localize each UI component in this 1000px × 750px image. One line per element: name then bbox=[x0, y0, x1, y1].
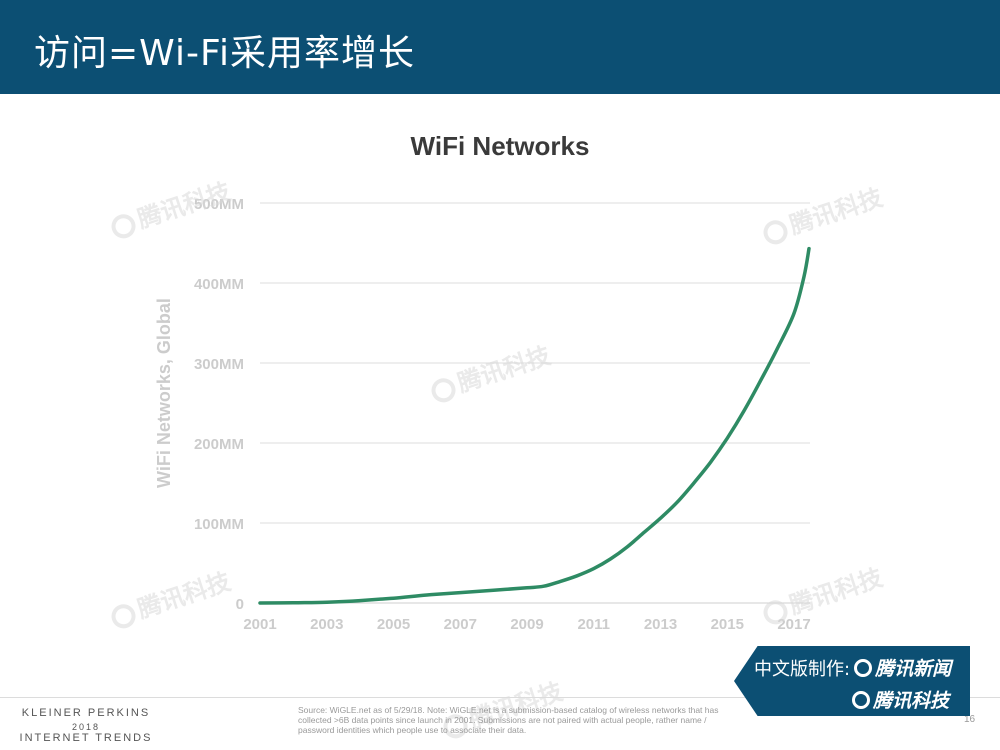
x-tick-label: 2017 bbox=[777, 616, 810, 633]
footer-divider bbox=[0, 697, 1000, 698]
y-tick-label: 400MM bbox=[194, 276, 244, 293]
x-tick-label: 2003 bbox=[310, 616, 343, 633]
x-tick-label: 2009 bbox=[510, 616, 543, 633]
series-line bbox=[258, 246, 811, 605]
source-note: Source: WiGLE.net as of 5/29/18. Note: W… bbox=[298, 705, 719, 735]
credit-banner bbox=[734, 646, 970, 716]
x-tick-label: 2005 bbox=[377, 616, 410, 633]
x-tick-label: 2013 bbox=[644, 616, 677, 633]
x-tick-label: 2001 bbox=[243, 616, 276, 633]
x-tick-label: 2007 bbox=[444, 616, 477, 633]
header-bar: 访问=Wi-Fi采用率增长 bbox=[0, 0, 1000, 94]
credit-label: 中文版制作: 腾讯新闻 bbox=[754, 654, 951, 681]
y-axis-label: WiFi Networks, Global bbox=[154, 298, 174, 488]
chart-title: WiFi Networks bbox=[410, 131, 590, 161]
credit-brand-tech: 腾讯科技 bbox=[852, 686, 949, 713]
x-tick-label: 2011 bbox=[577, 616, 610, 633]
credit-label-text: 中文版制作: bbox=[754, 659, 851, 680]
credit-brand-news: 腾讯新闻 bbox=[875, 658, 952, 680]
brand-line-2: 2018 bbox=[71, 722, 101, 732]
page-number: 16 bbox=[964, 714, 976, 725]
y-tick-label: 500MM bbox=[194, 196, 244, 213]
credit-brand-tech-text: 腾讯科技 bbox=[873, 690, 950, 712]
tencent-tech-logo-icon bbox=[852, 691, 870, 709]
y-tick-label: 100MM bbox=[194, 516, 244, 533]
page-title: 访问=Wi-Fi采用率增长 bbox=[34, 33, 416, 74]
brand-line-3: INTERNET TRENDS bbox=[19, 732, 153, 744]
y-tick-label: 200MM bbox=[194, 436, 244, 453]
y-tick-label: 300MM bbox=[194, 356, 244, 373]
tencent-news-logo-icon bbox=[854, 659, 873, 677]
y-tick-label: 0 bbox=[236, 596, 244, 613]
x-tick-label: 2015 bbox=[711, 616, 744, 633]
brand-line-1: KLEINER PERKINS bbox=[21, 707, 151, 719]
